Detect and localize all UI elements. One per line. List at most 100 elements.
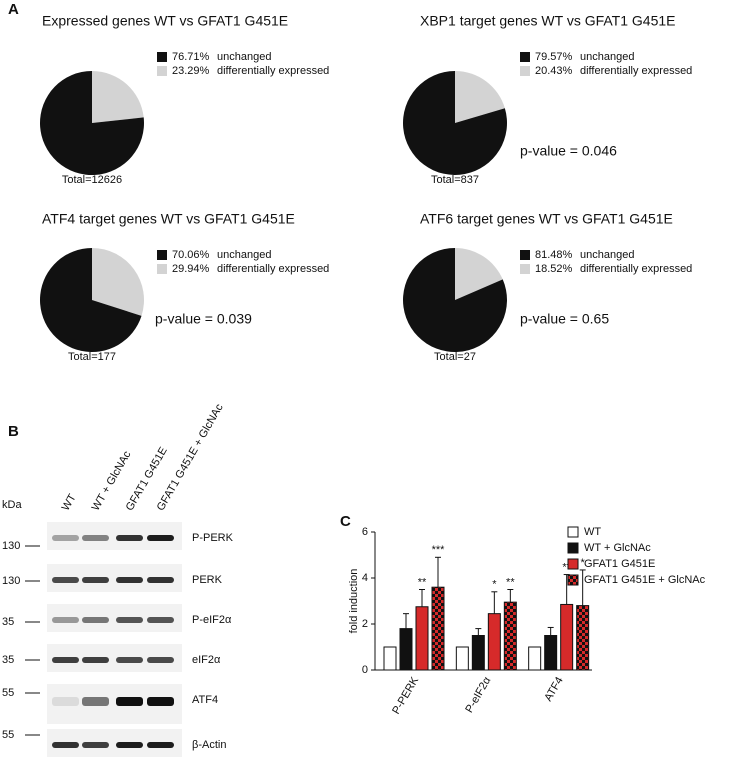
y-axis-label: fold induction bbox=[348, 569, 360, 634]
significance: * bbox=[581, 557, 586, 569]
marker-label: 130 bbox=[2, 575, 20, 587]
y-tick-label: 6 bbox=[362, 526, 368, 538]
legend-swatch bbox=[567, 542, 579, 554]
legend-label: unchanged bbox=[580, 249, 634, 261]
panel-letter: C bbox=[340, 513, 351, 530]
chart-title: XBP1 target genes WT vs GFAT1 G451E bbox=[420, 13, 676, 29]
p-value: p-value = 0.039 bbox=[155, 311, 252, 327]
y-tick-label: 0 bbox=[362, 664, 368, 676]
band bbox=[147, 697, 174, 706]
pie-slice bbox=[92, 248, 144, 316]
bar bbox=[528, 646, 542, 671]
pie-slice bbox=[40, 71, 145, 175]
legend-label: differentially expressed bbox=[580, 65, 692, 77]
band bbox=[116, 697, 143, 706]
significance: ** bbox=[418, 576, 427, 588]
bar bbox=[503, 601, 517, 671]
row-label: β-Actin bbox=[192, 739, 226, 751]
bar bbox=[471, 635, 485, 671]
legend-label: GFAT1 G451E bbox=[584, 558, 655, 570]
legend-value: 20.43% bbox=[535, 65, 573, 77]
legend-value: 76.71% bbox=[172, 51, 210, 63]
row-label: ATF4 bbox=[192, 694, 218, 706]
band bbox=[52, 697, 79, 706]
legend-label: unchanged bbox=[217, 51, 271, 63]
band bbox=[147, 617, 174, 623]
total: Total=837 bbox=[431, 174, 479, 186]
total: Total=12626 bbox=[62, 174, 122, 186]
legend-value: 70.06% bbox=[172, 249, 210, 261]
band bbox=[116, 657, 143, 663]
pie-slice bbox=[403, 248, 507, 353]
band bbox=[52, 535, 79, 541]
bar bbox=[560, 603, 574, 671]
legend-swatch bbox=[520, 66, 530, 76]
band bbox=[116, 617, 143, 623]
bar bbox=[455, 646, 469, 671]
y-tick-label: 4 bbox=[362, 572, 368, 584]
legend-value: 79.57% bbox=[535, 51, 573, 63]
total: Total=177 bbox=[68, 351, 116, 363]
total: Total=27 bbox=[434, 351, 476, 363]
band bbox=[82, 742, 109, 748]
legend-swatch bbox=[157, 66, 167, 76]
legend-swatch bbox=[157, 264, 167, 274]
row-label: P-PERK bbox=[192, 532, 234, 544]
band bbox=[116, 742, 143, 748]
kda-label: kDa bbox=[2, 499, 22, 511]
band bbox=[116, 535, 143, 541]
band bbox=[52, 617, 79, 623]
legend-label: WT + GlcNAc bbox=[584, 542, 651, 554]
pie-slice bbox=[92, 71, 144, 123]
legend-value: 23.29% bbox=[172, 65, 210, 77]
band bbox=[147, 577, 174, 583]
bar bbox=[576, 605, 590, 671]
significance: *** bbox=[432, 544, 446, 556]
band bbox=[52, 577, 79, 583]
y-tick-label: 2 bbox=[362, 618, 368, 630]
legend-swatch bbox=[157, 52, 167, 62]
band bbox=[82, 657, 109, 663]
marker-label: 130 bbox=[2, 540, 20, 552]
legend-value: 81.48% bbox=[535, 249, 573, 261]
legend-swatch bbox=[520, 52, 530, 62]
legend-swatch bbox=[567, 574, 579, 586]
legend-swatch bbox=[520, 264, 530, 274]
legend-swatch bbox=[520, 250, 530, 260]
band bbox=[82, 617, 109, 623]
chart-title: ATF4 target genes WT vs GFAT1 G451E bbox=[42, 211, 295, 227]
pie-slice bbox=[40, 248, 142, 353]
legend-value: 18.52% bbox=[535, 263, 573, 275]
row-label: eIF2α bbox=[192, 654, 221, 666]
p-value: p-value = 0.046 bbox=[520, 143, 617, 159]
significance: * bbox=[492, 579, 497, 591]
legend-swatch bbox=[567, 526, 579, 538]
row-label: P-eIF2α bbox=[192, 614, 232, 626]
band bbox=[147, 657, 174, 663]
x-tick-label: P-PERK bbox=[390, 674, 421, 716]
band bbox=[52, 657, 79, 663]
legend-label: GFAT1 G451E + GlcNAc bbox=[584, 574, 706, 586]
bar bbox=[431, 586, 445, 671]
marker-label: 35 bbox=[2, 616, 14, 628]
band bbox=[147, 535, 174, 541]
pie-slice bbox=[455, 248, 503, 300]
band bbox=[82, 697, 109, 706]
legend-swatch bbox=[157, 250, 167, 260]
bar bbox=[383, 646, 397, 671]
significance: ** bbox=[506, 576, 515, 588]
significance: ** bbox=[562, 561, 571, 573]
legend-swatch bbox=[567, 558, 579, 570]
marker-label: 55 bbox=[2, 729, 14, 741]
lane-label: WT bbox=[60, 492, 79, 513]
band bbox=[147, 742, 174, 748]
pie-slice bbox=[455, 71, 505, 123]
legend-label: differentially expressed bbox=[217, 263, 329, 275]
p-value: p-value = 0.65 bbox=[520, 311, 609, 327]
legend-label: unchanged bbox=[217, 249, 271, 261]
bar bbox=[487, 613, 501, 671]
chart-title: ATF6 target genes WT vs GFAT1 G451E bbox=[420, 211, 673, 227]
legend-label: WT bbox=[584, 526, 601, 538]
chart-title: Expressed genes WT vs GFAT1 G451E bbox=[42, 13, 288, 29]
